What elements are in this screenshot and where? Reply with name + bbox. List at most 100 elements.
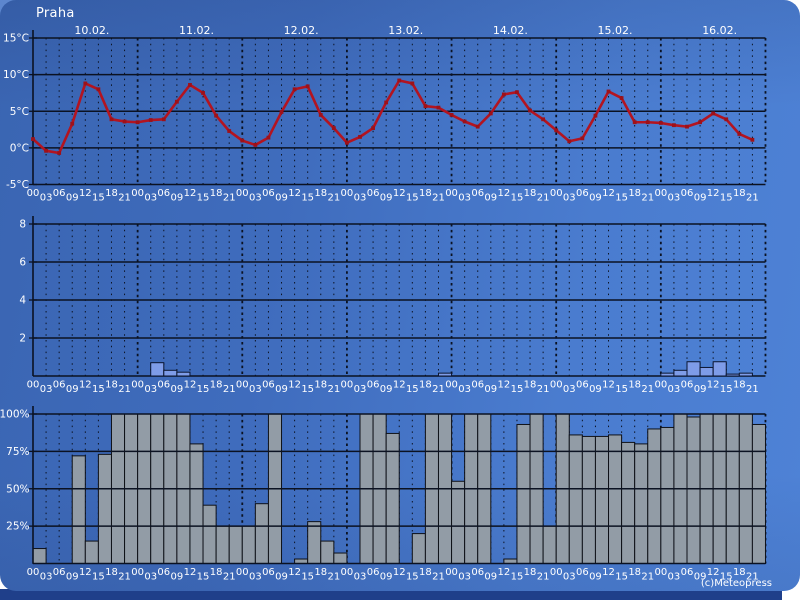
precip-bar bbox=[673, 369, 688, 377]
time-label: 09 bbox=[275, 572, 288, 583]
time-label: 09 bbox=[484, 384, 497, 395]
temperature-marker bbox=[214, 113, 219, 118]
time-label: 09 bbox=[380, 384, 393, 395]
time-label: 15 bbox=[301, 572, 314, 583]
temperature-marker bbox=[724, 117, 729, 122]
time-label: 03 bbox=[563, 193, 576, 204]
temperature-line bbox=[32, 79, 753, 155]
time-label: 00 bbox=[654, 567, 667, 578]
cloud-bar bbox=[621, 441, 636, 564]
temperature-marker bbox=[305, 84, 310, 89]
time-label: 15 bbox=[92, 572, 105, 583]
cloud-bar bbox=[634, 443, 649, 564]
temperature-marker bbox=[174, 99, 179, 104]
temperature-marker bbox=[70, 121, 75, 126]
cloud-bar bbox=[451, 480, 466, 564]
precip-bar bbox=[686, 361, 701, 377]
precip-bar bbox=[163, 369, 178, 377]
temperature-marker bbox=[161, 117, 166, 122]
temperature-marker bbox=[580, 136, 585, 141]
temperature-marker bbox=[475, 124, 480, 129]
cloud-bar bbox=[241, 525, 256, 564]
cloud-bar bbox=[97, 453, 112, 564]
time-label: 00 bbox=[236, 188, 249, 199]
cloud-bar bbox=[660, 426, 675, 564]
time-label: 12 bbox=[79, 567, 92, 578]
temperature-marker bbox=[201, 91, 205, 95]
time-label: 06 bbox=[576, 567, 589, 578]
time-label: 18 bbox=[210, 188, 223, 199]
time-label: 09 bbox=[66, 193, 79, 204]
time-label: 21 bbox=[223, 384, 236, 395]
time-label: 18 bbox=[524, 380, 537, 391]
time-label: 03 bbox=[249, 384, 262, 395]
time-label: 12 bbox=[184, 380, 197, 391]
time-label: 06 bbox=[157, 567, 170, 578]
temperature-marker bbox=[96, 87, 101, 92]
copyright-label: (c)Meteopress bbox=[700, 578, 772, 589]
time-label: 15 bbox=[197, 384, 210, 395]
time-label: 06 bbox=[367, 567, 380, 578]
time-label: 18 bbox=[733, 567, 746, 578]
time-label: 15 bbox=[92, 193, 105, 204]
time-label: 00 bbox=[550, 188, 563, 199]
time-label: 21 bbox=[118, 384, 131, 395]
time-label: 15 bbox=[720, 572, 733, 583]
time-label: 21 bbox=[327, 572, 340, 583]
time-label: 09 bbox=[171, 572, 184, 583]
time-label: 21 bbox=[641, 193, 654, 204]
temperature-marker bbox=[593, 113, 598, 118]
time-label: 15 bbox=[197, 572, 210, 583]
temperature-marker bbox=[488, 111, 493, 116]
time-label: 18 bbox=[314, 567, 327, 578]
time-label: 06 bbox=[576, 380, 589, 391]
temperature-marker bbox=[606, 89, 611, 94]
y-axis-label: -5°C bbox=[6, 179, 29, 191]
temperature-marker bbox=[83, 81, 88, 86]
time-label: 03 bbox=[144, 572, 157, 583]
time-label: 18 bbox=[105, 380, 118, 391]
date-label: 11.02. bbox=[179, 24, 214, 37]
temperature-marker bbox=[750, 137, 755, 142]
time-label: 03 bbox=[144, 384, 157, 395]
time-label: 03 bbox=[458, 384, 471, 395]
time-label: 21 bbox=[641, 384, 654, 395]
time-label: 09 bbox=[694, 384, 707, 395]
time-label: 06 bbox=[367, 188, 380, 199]
time-label: 12 bbox=[498, 188, 511, 199]
time-label: 15 bbox=[301, 384, 314, 395]
time-label: 12 bbox=[79, 188, 92, 199]
time-label: 00 bbox=[27, 380, 40, 391]
time-label: 03 bbox=[563, 572, 576, 583]
time-label: 03 bbox=[40, 384, 53, 395]
y-axis-label: 75% bbox=[6, 446, 29, 458]
time-label: 18 bbox=[105, 567, 118, 578]
cloud-bar bbox=[189, 443, 204, 564]
precip-bar bbox=[660, 372, 675, 377]
time-label: 21 bbox=[746, 384, 759, 395]
time-label: 03 bbox=[249, 193, 262, 204]
temperature-marker bbox=[698, 120, 702, 125]
time-label: 18 bbox=[419, 380, 432, 391]
time-label: 06 bbox=[681, 188, 694, 199]
time-label: 06 bbox=[681, 380, 694, 391]
time-label: 09 bbox=[66, 572, 79, 583]
time-label: 12 bbox=[288, 380, 301, 391]
time-label: 06 bbox=[157, 188, 170, 199]
temperature-marker bbox=[423, 104, 428, 109]
time-label: 21 bbox=[746, 193, 759, 204]
time-label: 15 bbox=[511, 193, 524, 204]
time-label: 15 bbox=[406, 193, 419, 204]
time-label: 00 bbox=[445, 188, 458, 199]
date-label: 15.02. bbox=[598, 24, 633, 37]
time-label: 21 bbox=[223, 572, 236, 583]
cloud-bar bbox=[333, 552, 348, 564]
cloud-bar bbox=[385, 432, 400, 564]
time-label: 06 bbox=[262, 188, 275, 199]
time-label: 12 bbox=[184, 188, 197, 199]
time-label: 00 bbox=[654, 188, 667, 199]
time-label: 18 bbox=[524, 567, 537, 578]
cloud-bar bbox=[215, 525, 230, 564]
temperature-marker bbox=[331, 126, 336, 130]
